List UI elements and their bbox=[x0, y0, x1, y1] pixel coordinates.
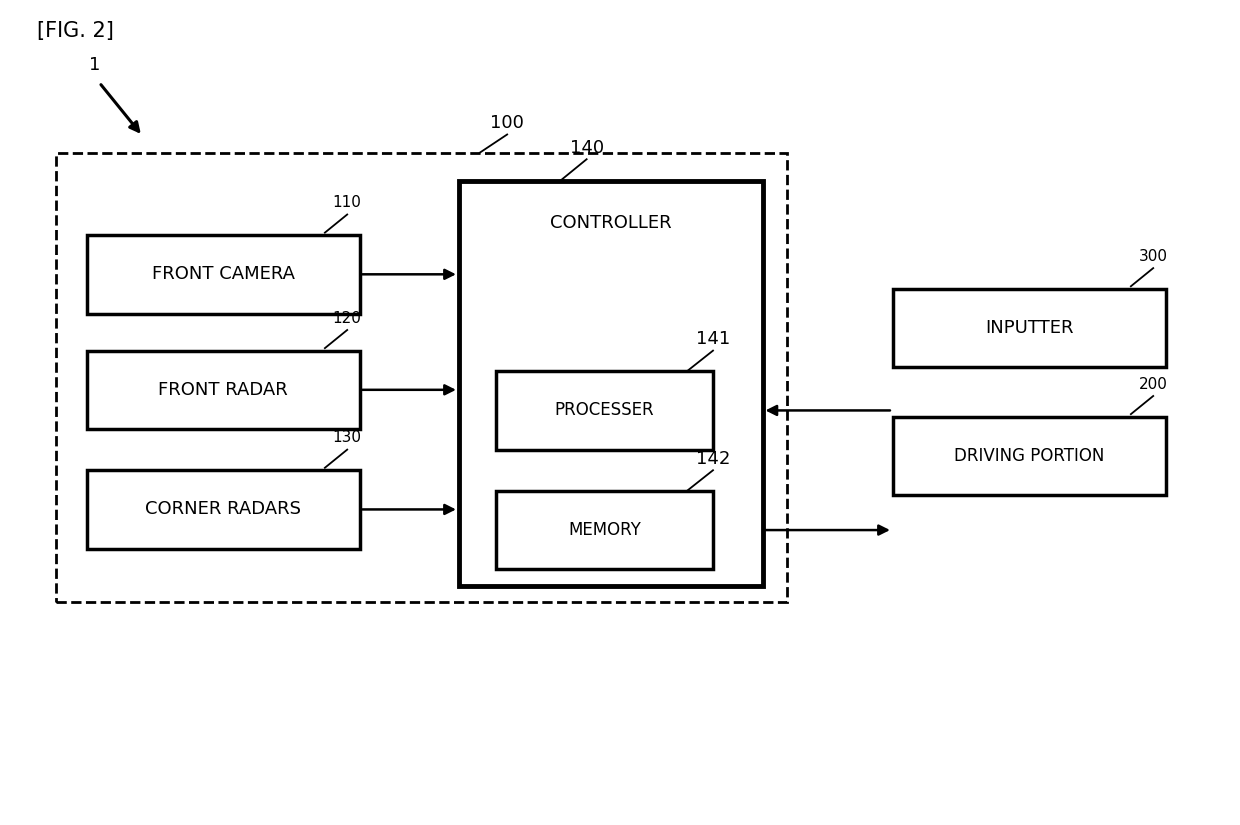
Bar bbox=[87, 351, 360, 429]
Bar bbox=[87, 470, 360, 549]
Text: 300: 300 bbox=[1138, 249, 1168, 264]
Text: INPUTTER: INPUTTER bbox=[985, 319, 1074, 337]
Bar bbox=[893, 417, 1166, 495]
Text: FRONT CAMERA: FRONT CAMERA bbox=[151, 266, 295, 283]
Bar bbox=[56, 153, 787, 602]
Bar bbox=[496, 491, 713, 569]
Text: 120: 120 bbox=[332, 311, 362, 326]
Text: FRONT RADAR: FRONT RADAR bbox=[159, 381, 288, 398]
Text: DRIVING PORTION: DRIVING PORTION bbox=[954, 447, 1105, 464]
Bar bbox=[87, 235, 360, 314]
Text: 140: 140 bbox=[569, 139, 604, 157]
Text: 142: 142 bbox=[696, 450, 730, 468]
Text: 100: 100 bbox=[490, 114, 525, 132]
Bar bbox=[893, 289, 1166, 367]
Text: [FIG. 2]: [FIG. 2] bbox=[37, 21, 114, 40]
Text: CONTROLLER: CONTROLLER bbox=[549, 214, 672, 232]
Text: 130: 130 bbox=[332, 431, 362, 446]
Text: CORNER RADARS: CORNER RADARS bbox=[145, 501, 301, 518]
Text: 141: 141 bbox=[696, 330, 730, 348]
Text: 1: 1 bbox=[89, 56, 100, 74]
Text: 200: 200 bbox=[1138, 377, 1168, 392]
Text: PROCESSER: PROCESSER bbox=[554, 402, 655, 419]
Text: 110: 110 bbox=[332, 196, 362, 210]
Text: MEMORY: MEMORY bbox=[568, 521, 641, 539]
Bar bbox=[496, 371, 713, 450]
Bar bbox=[459, 182, 763, 586]
